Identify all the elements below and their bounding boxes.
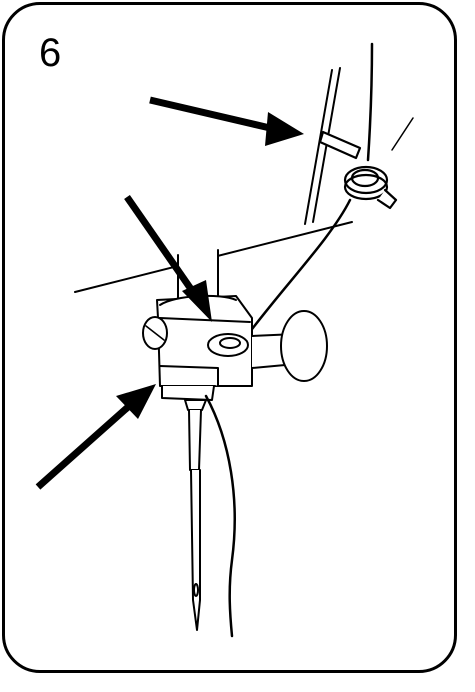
thread-guide-arrow <box>149 96 304 146</box>
thread-to-clamp <box>238 198 352 347</box>
needle <box>184 399 207 631</box>
thread-guide <box>318 117 414 210</box>
needle-clamp <box>142 294 328 401</box>
needle-clamp-arrow <box>35 384 156 490</box>
needle-bar-guide-arrow <box>124 195 212 322</box>
step-number: 6 <box>39 31 62 75</box>
lower-thread <box>204 394 236 638</box>
upper-thread <box>366 42 374 162</box>
